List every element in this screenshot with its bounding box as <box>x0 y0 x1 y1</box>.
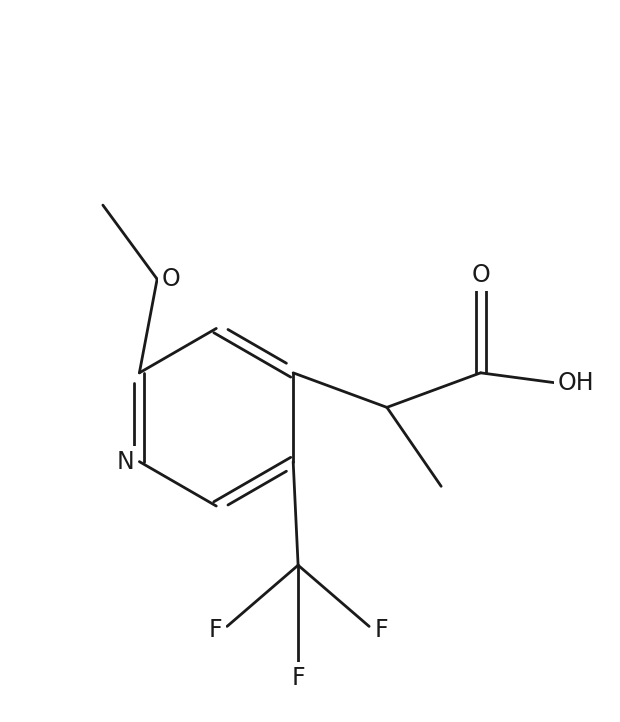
Text: F: F <box>208 618 222 643</box>
Text: F: F <box>291 666 305 690</box>
Text: O: O <box>471 264 490 287</box>
Text: F: F <box>374 618 388 643</box>
Text: OH: OH <box>558 370 595 395</box>
Text: N: N <box>117 450 135 474</box>
Text: O: O <box>162 267 180 291</box>
